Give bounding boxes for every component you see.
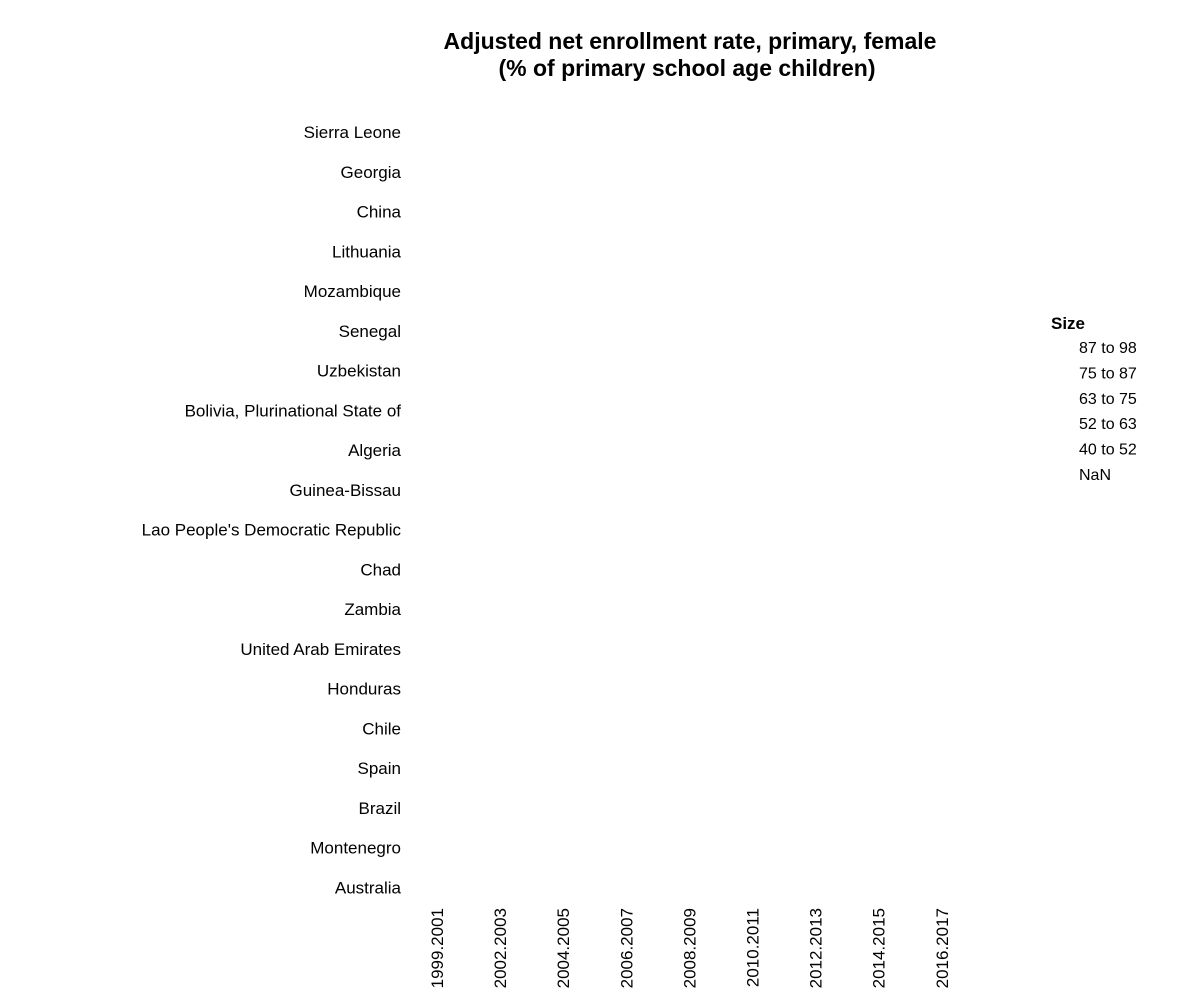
y-tick-label: Senegal — [339, 322, 401, 341]
y-tick-label: Montenegro — [310, 839, 401, 858]
legend-title: Size — [1051, 314, 1085, 333]
y-axis-tick-labels: Sierra Leone Georgia China Lithuania Mozambi… — [142, 123, 402, 897]
y-tick-label: United Arab Emirates — [240, 640, 401, 659]
y-tick-label: Georgia — [341, 163, 402, 182]
legend-entry: 40 to 52 — [1079, 442, 1137, 459]
x-tick-label: 2008.2009 — [680, 908, 699, 988]
y-tick-label: Spain — [358, 759, 401, 778]
x-tick-label: 2010.2011 — [744, 908, 763, 987]
x-tick-label: 2016.2017 — [933, 908, 952, 988]
y-tick-label: Sierra Leone — [304, 123, 401, 142]
legend-entries: 87 to 98 75 to 87 63 to 75 52 to 63 40 to 52… — [1079, 340, 1137, 484]
y-tick-label: Uzbekistan — [317, 362, 401, 381]
legend-entry: 87 to 98 — [1079, 340, 1137, 357]
y-tick-label: Lithuania — [332, 242, 402, 261]
chart-title-line-2: (% of primary school age children) — [498, 55, 875, 81]
y-tick-label: Zambia — [344, 600, 401, 619]
x-tick-label: 1999.2001 — [428, 908, 447, 988]
y-tick-label: China — [357, 203, 402, 222]
y-tick-label: Chile — [362, 719, 401, 738]
y-tick-label: Mozambique — [304, 282, 401, 301]
y-tick-label: Bolivia, Plurinational State of — [185, 401, 402, 420]
y-tick-label: Brazil — [358, 799, 401, 818]
x-tick-label: 2004.2005 — [554, 908, 573, 988]
y-tick-label: Algeria — [348, 441, 401, 460]
x-tick-label: 2012.2013 — [807, 908, 826, 988]
chart-title-line-1: Adjusted net enrollment rate, primary, f… — [444, 28, 937, 54]
x-tick-label: 2006.2007 — [617, 908, 636, 988]
x-tick-label: 2014.2015 — [870, 908, 889, 988]
legend-entry: 63 to 75 — [1079, 391, 1137, 408]
legend: Size 87 to 98 75 to 87 63 to 75 52 to 63 40 … — [1051, 314, 1137, 484]
y-tick-label: Chad — [360, 560, 401, 579]
x-tick-label: 2002.2003 — [491, 908, 510, 988]
legend-entry: NaN — [1079, 467, 1111, 484]
chart-title: Adjusted net enrollment rate, primary, f… — [444, 28, 937, 81]
legend-entry: 52 to 63 — [1079, 416, 1137, 433]
x-axis-tick-labels: 1999.2001 2002.2003 2004.2005 2006.2007 2008… — [428, 908, 952, 988]
y-tick-label: Honduras — [327, 680, 401, 699]
legend-entry: 75 to 87 — [1079, 365, 1137, 382]
y-tick-label: Guinea-Bissau — [289, 481, 401, 500]
y-tick-label: Australia — [335, 878, 402, 897]
y-tick-label: Lao People's Democratic Republic — [142, 521, 402, 540]
